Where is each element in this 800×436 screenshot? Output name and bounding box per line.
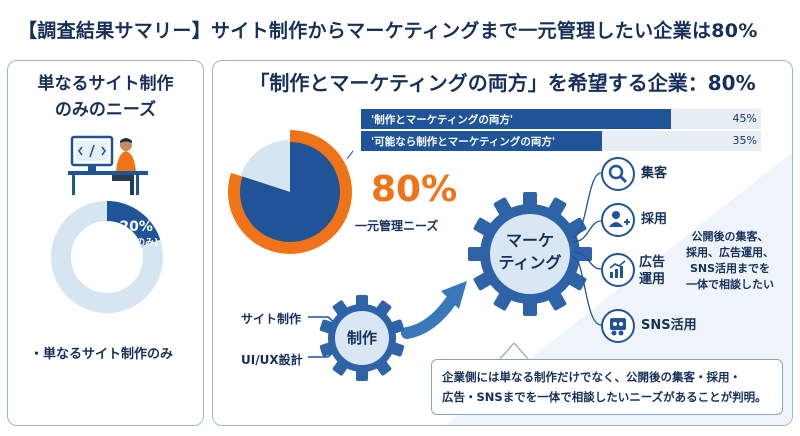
service-label-recruit: 採用 — [641, 212, 668, 227]
donut-sub: (制作のみ) — [114, 238, 159, 248]
side-note-line: 採用、広告運用、 — [686, 246, 774, 259]
side-note: 公開後の集客、 採用、広告運用、 SNS活用までを 一体で相談したい — [675, 229, 785, 293]
service-label-sns: SNS活用 — [641, 318, 697, 333]
bar-label: '制作とマーケティングの両方' — [371, 114, 514, 126]
left-panel: 単なるサイト制作 のみのニーズ 20% (制作のみ) ・単なるサイト制作のみ — [7, 60, 204, 426]
conclusion-box: 企業側には単なる制作だけでなく、公開後の集客・採用・ 広告・SNSまでを一体で相… — [431, 359, 783, 415]
search-icon — [601, 157, 635, 191]
donut-pct-label: 20% (制作のみ) — [114, 219, 158, 248]
person-add-icon — [601, 203, 635, 237]
gear-production-label: 制作 — [346, 329, 377, 347]
service-connectors — [573, 172, 602, 326]
service-label-attract: 集客 — [641, 166, 668, 181]
bar-label: '可能なら制作とマーケティングの両方' — [371, 136, 556, 148]
bar-fill — [361, 109, 671, 129]
big-percent-sub: 一元管理ニーズ — [355, 219, 439, 233]
conclusion-line1: 企業側には単なる制作だけでなく、公開後の集客・採用・ — [442, 370, 741, 384]
conclusion-line2: 広告・SNSまでを一体で相談したいニーズがあることが判明。 — [442, 390, 767, 404]
bar-both: '制作とマーケティングの両方' 45% — [361, 109, 761, 129]
left-note: ・単なるサイト制作のみ — [30, 347, 174, 362]
input-site-production: サイト制作 — [241, 312, 302, 326]
main-pie-chart — [228, 130, 353, 254]
gear-marketing-line1: マーケ — [505, 231, 554, 250]
service-label-ads-1: 広告 — [639, 255, 666, 270]
left-panel-heading: 単なるサイト制作 のみのニーズ — [8, 71, 203, 123]
input-uiux-design: UI/UX設計 — [241, 353, 303, 367]
left-heading-line2: のみのニーズ — [54, 100, 157, 120]
service-label-ads: 広告 運用 — [639, 254, 665, 288]
page-title: 【調査結果サマリー】サイト制作からマーケティングまで一元管理したい企業は80% — [18, 19, 758, 42]
gear-marketing-label: マーケ ティング — [495, 230, 565, 274]
pie-slice-80 — [240, 142, 340, 242]
arrow-icon — [401, 281, 467, 339]
side-note-line: 一体で相談したい — [686, 278, 774, 291]
side-note-line: 公開後の集客、 — [691, 230, 769, 243]
bar-pct: 35% — [732, 134, 757, 147]
left-heading-line1: 単なるサイト制作 — [37, 74, 174, 94]
right-panel-heading: 「制作とマーケティングの両方」を希望する企業：80% — [249, 71, 756, 95]
big-percent: 80% — [371, 169, 458, 210]
bar-pct: 45% — [732, 112, 757, 125]
gear-marketing-icon — [468, 192, 592, 316]
left-donut-chart — [51, 201, 163, 313]
desk-worker-illustration — [68, 135, 148, 195]
chart-up-icon — [601, 253, 635, 287]
service-label-ads-2: 運用 — [639, 272, 666, 287]
gear-production-icon — [319, 295, 405, 381]
background-wash — [445, 152, 792, 425]
sns-icon — [601, 309, 635, 343]
bar-fill — [361, 131, 603, 151]
donut-pct: 20% — [119, 219, 153, 235]
bar-maybe-both: '可能なら制作とマーケティングの両方' 35% — [361, 131, 761, 151]
gear-marketing-line2: ティング — [498, 253, 562, 272]
right-panel: 「制作とマーケティングの両方」を希望する企業：80% '制作とマーケティングの両… — [212, 60, 793, 426]
side-note-line: SNS活用までを — [689, 262, 771, 275]
